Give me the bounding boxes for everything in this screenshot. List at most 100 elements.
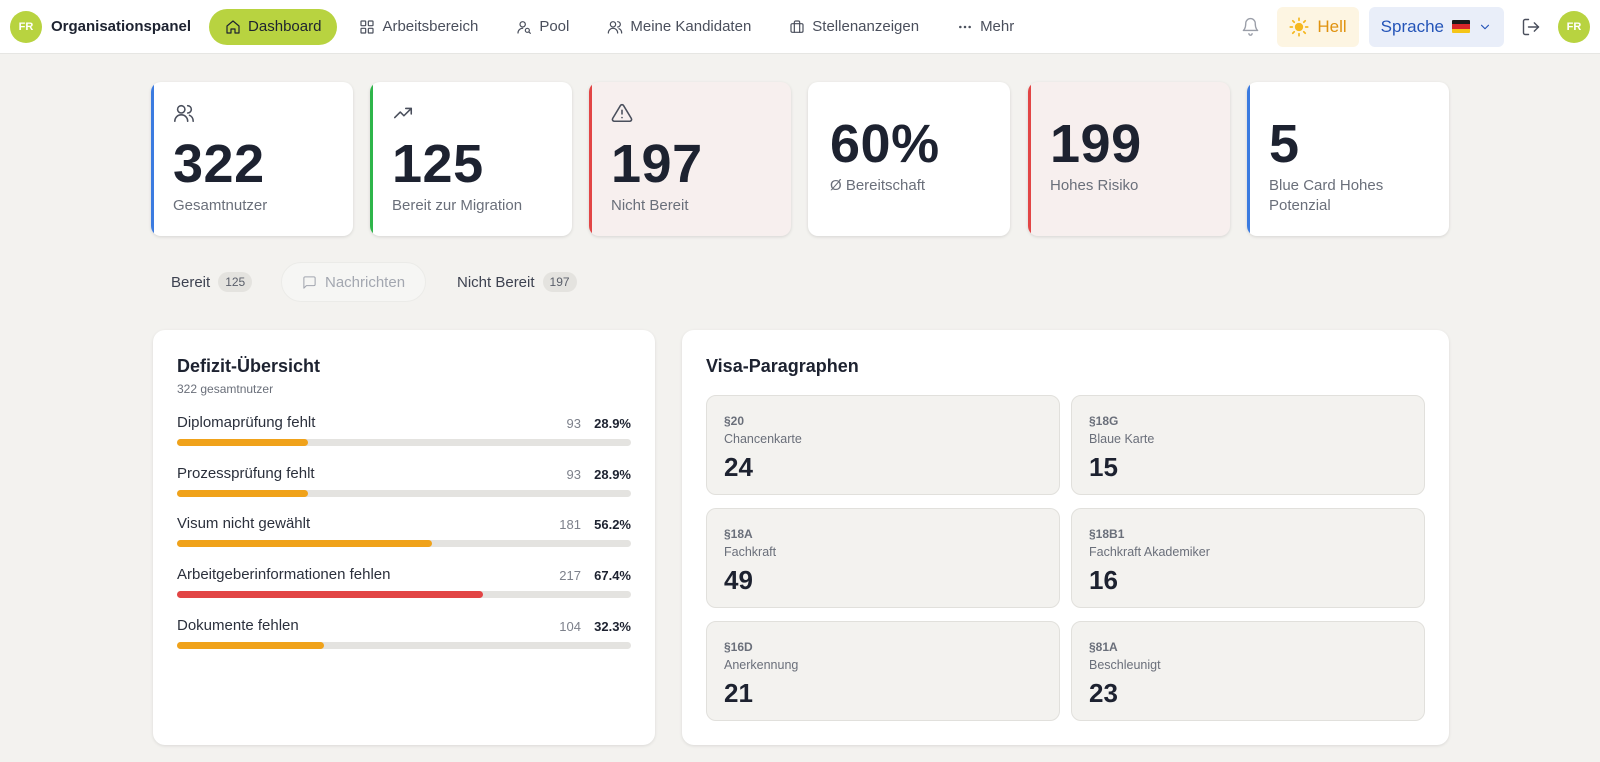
user-search-icon (517, 20, 532, 34)
user-avatar[interactable]: FR (1558, 10, 1590, 43)
visa-code: §18G (1089, 414, 1119, 428)
progress-track (177, 439, 631, 446)
deficit-row: Diplomaprüfung fehlt 93 28.9% (177, 414, 631, 454)
tab-messages[interactable]: Nachrichten (281, 262, 427, 302)
home-icon (226, 19, 240, 34)
deficit-percent: 67.4% (594, 568, 631, 583)
tab-label: Bereit (171, 273, 211, 291)
notifications-button[interactable] (1233, 10, 1267, 44)
stat-card-not-ready: 197 Nicht Bereit (589, 82, 791, 236)
count-badge: 125 (218, 272, 253, 292)
nav-item-label: Arbeitsbereich (382, 18, 479, 35)
stat-card-total-users: 322 Gesamtnutzer (151, 82, 353, 236)
deficit-name: Arbeitgeberinformationen fehlen (177, 566, 391, 583)
nav-right-group: Hell Sprache FR (1233, 6, 1590, 47)
progress-track (177, 540, 631, 547)
org-avatar[interactable]: FR (10, 10, 42, 43)
visa-card[interactable]: §16D Anerkennung 21 (706, 621, 1060, 721)
visa-name: Beschleunigt (1089, 658, 1161, 672)
nav-item-more[interactable]: Mehr (941, 9, 1030, 45)
sun-icon (1289, 16, 1309, 37)
deficit-count: 181 (559, 517, 581, 532)
stat-value: 199 (1050, 114, 1142, 174)
visa-name: Fachkraft Akademiker (1089, 545, 1210, 559)
theme-toggle-button[interactable]: Hell (1277, 6, 1359, 47)
stat-value: 125 (392, 134, 484, 194)
german-flag-icon (1452, 20, 1470, 33)
deficit-percent: 32.3% (594, 619, 631, 634)
visa-card[interactable]: §18G Blaue Karte 15 (1071, 395, 1425, 495)
stat-value: 197 (611, 134, 703, 194)
theme-label: Hell (1317, 16, 1347, 36)
nav-item-job-postings[interactable]: Stellenanzeigen (773, 9, 935, 45)
stat-card-avg-readiness: 60% Ø Bereitschaft (808, 82, 1010, 236)
deficit-percent: 28.9% (594, 467, 631, 482)
visa-card[interactable]: §18A Fachkraft 49 (706, 508, 1060, 608)
visa-count: 24 (724, 452, 753, 482)
deficit-overview-panel: Defizit-Übersicht 322 gesamtnutzer Diplo… (153, 330, 655, 745)
nav-item-workspace[interactable]: Arbeitsbereich (343, 9, 494, 45)
progress-fill (177, 439, 309, 446)
progress-fill (177, 540, 433, 547)
visa-code: §16D (724, 640, 753, 654)
visa-count: 49 (724, 565, 753, 595)
grid-icon (360, 19, 375, 34)
nav-item-label: Stellenanzeigen (812, 18, 920, 35)
logout-icon (1522, 18, 1540, 35)
tab-not-ready[interactable]: Nicht Bereit 197 (457, 262, 577, 302)
stat-label: Ø Bereitschaft (830, 177, 926, 194)
progress-fill (177, 591, 483, 598)
language-label: Sprache (1380, 16, 1444, 36)
stat-value: 5 (1269, 114, 1300, 174)
deficit-row: Dokumente fehlen 104 32.3% (177, 617, 631, 657)
accent-bar (1028, 82, 1031, 236)
deficit-row: Visum nicht gewählt 181 56.2% (177, 515, 631, 555)
logout-button[interactable] (1514, 10, 1548, 44)
visa-code: §18A (724, 527, 753, 541)
panel-subtitle: 322 gesamtnutzer (177, 382, 274, 396)
stat-card-blue-card: 5 Blue Card Hohes Potenzial (1247, 82, 1449, 236)
accent-bar (589, 82, 592, 236)
visa-card[interactable]: §20 Chancenkarte 24 (706, 395, 1060, 495)
stat-label: Bereit zur Migration (392, 197, 523, 214)
trending-up-icon (393, 107, 413, 119)
nav-item-pool[interactable]: Pool (500, 9, 585, 45)
progress-track (177, 591, 631, 598)
nav-item-label: Dashboard (248, 18, 322, 35)
visa-code: §81A (1089, 640, 1118, 654)
nav-item-dashboard[interactable]: Dashboard (209, 8, 338, 45)
nav-item-my-candidates[interactable]: Meine Kandidaten (591, 9, 767, 45)
accent-bar (370, 82, 373, 236)
language-selector[interactable]: Sprache (1368, 6, 1504, 47)
stat-label: Nicht Bereit (611, 197, 689, 214)
visa-card[interactable]: §81A Beschleunigt 23 (1071, 621, 1425, 721)
top-navigation: FR Organisationspanel Dashboard Arbeitsb… (0, 0, 1600, 54)
users-icon (608, 20, 623, 34)
stat-card-ready-migration: 125 Bereit zur Migration (370, 82, 572, 236)
visa-count: 23 (1089, 678, 1118, 708)
visa-paragraphs-panel: Visa-Paragraphen §20 Chancenkarte 24 §18… (682, 330, 1449, 745)
briefcase-icon (790, 19, 804, 33)
count-badge: 197 (542, 272, 577, 292)
warning-icon (611, 103, 633, 123)
stat-label: Blue Card Hohes Potenzial (1269, 177, 1384, 214)
users-icon (174, 104, 194, 123)
stat-label: Hohes Risiko (1050, 177, 1139, 194)
accent-bar (151, 82, 154, 236)
tab-ready[interactable]: Bereit 125 (171, 262, 253, 302)
visa-name: Anerkennung (724, 658, 799, 672)
progress-track (177, 642, 631, 649)
deficit-count: 217 (559, 568, 581, 583)
stat-value: 60% (830, 114, 940, 174)
deficit-row: Prozessprüfung fehlt 93 28.9% (177, 465, 631, 505)
stat-value: 322 (173, 134, 265, 194)
deficit-name: Prozessprüfung fehlt (177, 465, 315, 482)
progress-track (177, 490, 631, 497)
tab-label: Nachrichten (325, 273, 406, 291)
deficit-name: Dokumente fehlen (177, 617, 299, 634)
message-icon (303, 275, 316, 289)
visa-card[interactable]: §18B1 Fachkraft Akademiker 16 (1071, 508, 1425, 608)
panel-title: Defizit-Übersicht (177, 356, 321, 376)
nav-item-label: Mehr (980, 18, 1015, 35)
tab-label: Nicht Bereit (457, 273, 535, 291)
